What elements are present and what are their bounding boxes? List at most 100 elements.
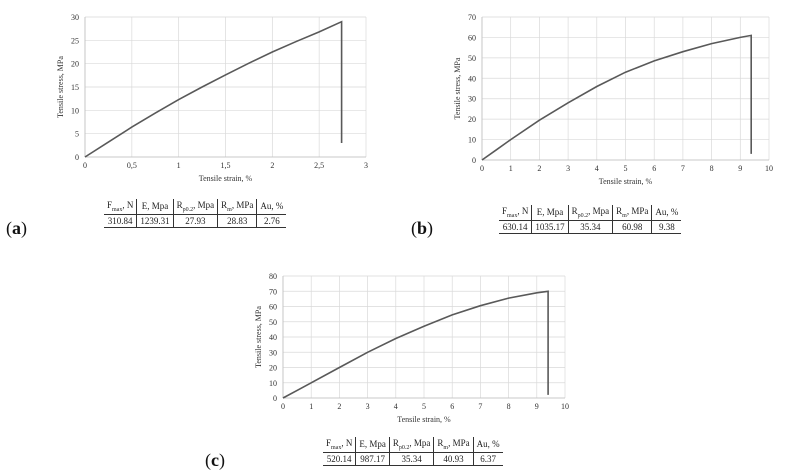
table-header-cell: Rm, MPa <box>217 199 257 215</box>
x-tick-label: 6 <box>652 164 656 173</box>
y-tick-label: 20 <box>71 60 79 69</box>
x-tick-label: 7 <box>681 164 685 173</box>
y-tick-label: 50 <box>468 54 476 63</box>
table-cell: 987.17 <box>355 452 390 466</box>
table-cell: 6.37 <box>472 452 503 466</box>
table-header-row: Fmax, N E, Mpa Rp0.2, Mpa Rm, MPa Au, % <box>323 437 503 453</box>
table-header-row: Fmax, N E, Mpa Rp0.2, Mpa Rm, MPa Au, % <box>104 199 287 215</box>
panel-label-a: (a) <box>6 218 27 238</box>
table-cell: 1239.31 <box>136 214 174 228</box>
y-tick-label: 30 <box>269 348 277 357</box>
x-tick-label: 7 <box>478 402 482 411</box>
x-tick-label: 1 <box>509 164 513 173</box>
y-tick-label: 0 <box>273 394 277 403</box>
y-tick-label: 20 <box>468 115 476 124</box>
x-axis-label: Tensile strain, % <box>397 415 451 424</box>
properties-table-b: Fmax, N E, Mpa Rp0.2, Mpa Rm, MPa Au, % 630.1… <box>499 205 682 234</box>
table-header-cell: E, Mpa <box>355 437 390 453</box>
y-axis-label: Tensile stress, MPa <box>56 56 65 118</box>
table-header-cell: Rp0.2, Mpa <box>172 199 218 215</box>
x-tick-label: 5 <box>624 164 628 173</box>
x-tick-label: 1 <box>177 161 181 170</box>
panel-label-b: (b) <box>411 218 434 238</box>
y-tick-label: 25 <box>71 36 79 45</box>
table-row: 520.14 987.17 35.34 40.93 6.37 <box>323 452 503 466</box>
x-tick-label: 2,5 <box>314 161 324 170</box>
y-axis-label: Tensile stress, MPa <box>453 57 462 119</box>
y-tick-label: 50 <box>269 318 277 327</box>
table-header-cell: Au, % <box>472 437 503 453</box>
panel-label-c: (c) <box>205 450 225 470</box>
y-tick-label: 30 <box>468 95 476 104</box>
table-cell: 35.34 <box>567 220 613 234</box>
x-axis-label: Tensile strain, % <box>199 174 253 183</box>
y-tick-label: 0 <box>472 156 476 165</box>
table-header-cell: Rm, MPa <box>612 205 652 221</box>
y-tick-label: 40 <box>468 74 476 83</box>
table-header-cell: Rm, MPa <box>433 437 474 453</box>
table-cell: 630.14 <box>502 221 528 232</box>
y-tick-label: 60 <box>468 33 476 42</box>
y-tick-label: 5 <box>75 130 79 139</box>
table-cell: 40.93 <box>433 452 474 466</box>
x-tick-label: 9 <box>535 402 539 411</box>
y-tick-label: 10 <box>269 379 277 388</box>
table-row: 310.84 1239.31 27.93 28.83 2.76 <box>104 214 287 228</box>
x-tick-label: 10 <box>765 164 773 173</box>
table-header-cell: Au, % <box>651 205 682 221</box>
y-axis-label: Tensile stress, MPa <box>254 306 263 368</box>
y-tick-label: 10 <box>71 106 79 115</box>
stress-strain-curve <box>282 290 549 399</box>
x-tick-label: 0,5 <box>127 161 137 170</box>
x-tick-label: 3 <box>566 164 570 173</box>
y-tick-label: 70 <box>468 13 476 22</box>
table-cell: 35.34 <box>388 452 434 466</box>
y-tick-label: 10 <box>468 136 476 145</box>
table-cell: 310.84 <box>107 215 133 226</box>
y-tick-label: 60 <box>269 303 277 312</box>
table-cell: 60.98 <box>612 220 652 234</box>
x-tick-label: 3 <box>366 402 370 411</box>
y-tick-label: 40 <box>269 333 277 342</box>
y-tick-label: 20 <box>269 364 277 373</box>
x-tick-label: 2 <box>270 161 274 170</box>
table-header-cell: Fmax, N <box>104 199 137 215</box>
table-header-cell: Fmax, N <box>499 205 532 221</box>
table-header-cell: E, Mpa <box>531 205 569 221</box>
table-header-cell: Rp0.2, Mpa <box>388 437 434 453</box>
x-tick-label: 9 <box>738 164 742 173</box>
properties-table-a: Fmax, N E, Mpa Rp0.2, Mpa Rm, MPa Au, % 310.8… <box>104 199 287 228</box>
y-tick-label: 70 <box>269 287 277 296</box>
y-tick-label: 0 <box>75 153 79 162</box>
x-tick-label: 10 <box>561 402 569 411</box>
table-header-cell: Au, % <box>256 199 287 215</box>
x-tick-label: 8 <box>710 164 714 173</box>
y-tick-label: 15 <box>71 83 79 92</box>
stress-strain-curve <box>84 20 343 158</box>
chart-b: 0 1 2 3 4 5 6 7 8 9 10 0 10 20 30 40 50 60 70 Tensile strai… <box>453 13 773 186</box>
table-header-row: Fmax, N E, Mpa Rp0.2, Mpa Rm, MPa Au, % <box>499 205 682 221</box>
table-cell: 28.83 <box>217 214 257 228</box>
x-tick-label: 5 <box>422 402 426 411</box>
table-cell: 2.76 <box>256 214 287 228</box>
table-header-cell: Rp0.2, Mpa <box>567 205 613 221</box>
x-tick-label: 1 <box>309 402 313 411</box>
x-axis-label: Tensile strain, % <box>599 177 653 186</box>
x-tick-label: 4 <box>595 164 599 173</box>
table-cell: 520.14 <box>326 453 352 464</box>
chart-c: 0 1 2 3 4 5 6 7 8 9 10 0 10 20 30 40 50 60 70 80 Tensile str… <box>254 272 569 424</box>
table-cell: 27.93 <box>172 214 218 228</box>
x-tick-label: 2 <box>537 164 541 173</box>
x-tick-label: 0 <box>281 402 285 411</box>
x-tick-label: 6 <box>450 402 454 411</box>
x-tick-label: 8 <box>507 402 511 411</box>
x-tick-label: 1,5 <box>221 161 231 170</box>
table-cell: 1035.17 <box>531 220 569 234</box>
y-tick-label: 80 <box>269 272 277 281</box>
table-cell: 9.38 <box>651 220 682 234</box>
x-tick-label: 2 <box>337 402 341 411</box>
table-row: 630.14 1035.17 35.34 60.98 9.38 <box>499 220 682 234</box>
x-tick-label: 3 <box>364 161 368 170</box>
table-header-cell: E, Mpa <box>136 199 174 215</box>
